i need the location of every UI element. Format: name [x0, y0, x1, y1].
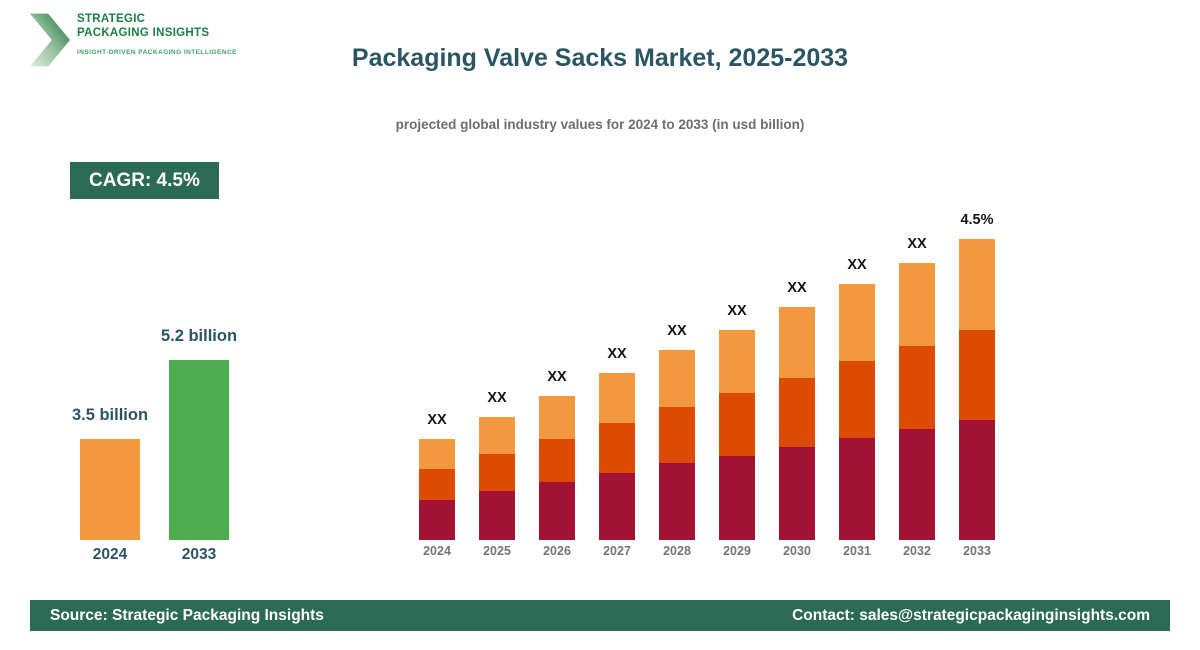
- stack-segment-middle-2028: [659, 407, 695, 463]
- stack-bar-label-2026: XX: [547, 369, 567, 385]
- stack-segment-top-2032: [899, 263, 935, 346]
- stack-bar-label-2024: XX: [427, 412, 447, 428]
- stack-segment-bottom-2027: [599, 473, 635, 540]
- stack-segment-middle-2033: [959, 330, 995, 420]
- stack-segment-bottom-2033: [959, 420, 995, 540]
- stack-segment-middle-2025: [479, 454, 515, 491]
- stack-year-label-2027: 2027: [603, 544, 631, 558]
- summary-bar-2033: [169, 360, 229, 540]
- stack-segment-bottom-2031: [839, 438, 875, 540]
- stack-year-label-2030: 2030: [783, 544, 811, 558]
- stack-bar-label-2033: 4.5%: [960, 212, 994, 228]
- stack-segment-middle-2030: [779, 378, 815, 447]
- stack-segment-bottom-2029: [719, 456, 755, 540]
- stack-bar-label-2028: XX: [667, 323, 687, 339]
- summary-bar-2024: [80, 439, 140, 540]
- stack-segment-bottom-2032: [899, 429, 935, 540]
- stack-segment-middle-2026: [539, 439, 575, 482]
- brand-logo: STRATEGIC PACKAGING INSIGHTS INSIGHT-DRI…: [30, 13, 237, 72]
- page-subtitle: projected global industry values for 202…: [395, 117, 805, 132]
- brand-name-line1: STRATEGIC: [77, 13, 146, 25]
- stack-segment-bottom-2026: [539, 482, 575, 540]
- stack-segment-middle-2031: [839, 361, 875, 438]
- stack-segment-top-2030: [779, 307, 815, 378]
- stack-segment-middle-2032: [899, 346, 935, 429]
- stack-segment-bottom-2025: [479, 491, 515, 540]
- summary-year-label-2024: 2024: [92, 546, 128, 563]
- summary-value-label-2024: 3.5 billion: [71, 406, 149, 424]
- brand-logo-text: STRATEGIC PACKAGING INSIGHTS INSIGHT-DRI…: [77, 13, 237, 56]
- stack-year-label-2024: 2024: [423, 544, 451, 558]
- stack-year-label-2026: 2026: [543, 544, 571, 558]
- summary-year-label-2033: 2033: [181, 546, 217, 563]
- stack-bar-label-2027: XX: [607, 346, 627, 362]
- stack-segment-middle-2024: [419, 469, 455, 500]
- footer-source: Source: Strategic Packaging Insights: [50, 606, 324, 624]
- stack-segment-bottom-2030: [779, 447, 815, 540]
- stack-segment-top-2033: [959, 239, 995, 330]
- stack-segment-top-2024: [419, 439, 455, 469]
- stack-year-label-2025: 2025: [483, 544, 511, 558]
- stack-segment-top-2029: [719, 330, 755, 393]
- brand-tagline: INSIGHT-DRIVEN PACKAGING INTELLIGENCE: [77, 48, 237, 56]
- stack-year-label-2028: 2028: [663, 544, 691, 558]
- cagr-badge: CAGR: 4.5%: [70, 162, 219, 199]
- footer-bar: Source: Strategic Packaging Insights Con…: [30, 600, 1170, 631]
- summary-value-label-2033: 5.2 billion: [160, 327, 238, 345]
- stack-bar-label-2030: XX: [787, 280, 807, 296]
- stack-segment-bottom-2028: [659, 463, 695, 540]
- stack-year-label-2032: 2032: [903, 544, 931, 558]
- projection-chart: XX 2024 XX 2025 XX 2026 XX 2027 XX 2028 XX 2029 XX 20…: [405, 205, 1025, 570]
- stack-segment-top-2027: [599, 373, 635, 423]
- stack-segment-top-2031: [839, 284, 875, 361]
- stack-bar-label-2025: XX: [487, 390, 507, 406]
- stack-year-label-2033: 2033: [963, 544, 991, 558]
- stack-segment-top-2026: [539, 396, 575, 439]
- stack-segment-bottom-2024: [419, 500, 455, 540]
- stack-bar-label-2031: XX: [847, 257, 867, 273]
- stack-year-label-2029: 2029: [723, 544, 751, 558]
- page-title: Packaging Valve Sacks Market, 2025-2033: [351, 44, 849, 72]
- summary-chart: 3.5 billion 2024 5.2 billion 2033: [60, 320, 260, 570]
- stack-segment-top-2028: [659, 350, 695, 407]
- stack-bar-label-2032: XX: [907, 236, 927, 252]
- footer-contact: Contact: sales@strategicpackaginginsight…: [792, 606, 1150, 624]
- stack-segment-top-2025: [479, 417, 515, 454]
- stack-bar-label-2029: XX: [727, 303, 747, 319]
- brand-name-line2: PACKAGING INSIGHTS: [77, 26, 210, 39]
- chevron-logo-icon: [30, 13, 70, 72]
- stack-segment-middle-2027: [599, 423, 635, 473]
- stack-year-label-2031: 2031: [843, 544, 871, 558]
- stack-segment-middle-2029: [719, 393, 755, 456]
